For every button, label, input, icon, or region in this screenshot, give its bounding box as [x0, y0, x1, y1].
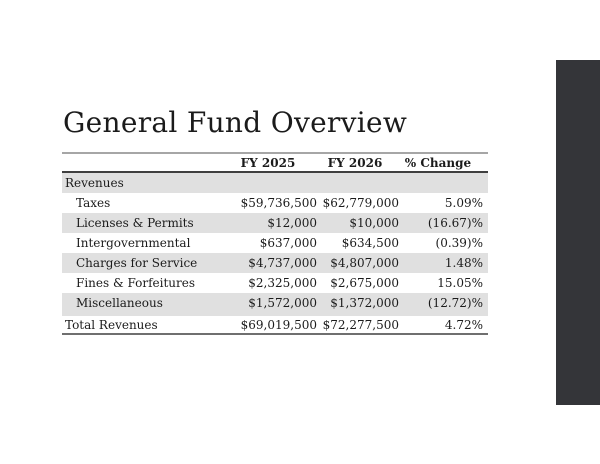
header-change: % Change — [404, 155, 472, 170]
row-label: Miscellaneous — [76, 296, 163, 310]
slide-title: General Fund Overview — [63, 106, 408, 139]
cell-fy2025: $637,000 — [259, 236, 317, 250]
cell-fy2026: $62,779,000 — [322, 196, 399, 210]
cell-change: (0.39)% — [435, 236, 483, 250]
row-label: Total Revenues — [65, 317, 158, 332]
row-label: Revenues — [65, 176, 124, 190]
cell-fy2026: $634,500 — [341, 236, 399, 250]
accent-bar — [556, 60, 600, 405]
table-row-total-revenues: Total Revenues $69,019,500 $72,277,500 4.72… — [62, 316, 488, 333]
table-row-licenses-permits: Licenses & Permits $12,000 $10,000 (16.67)% — [62, 213, 488, 233]
cell-change: (12.72)% — [427, 296, 483, 310]
cell-fy2025: $59,736,500 — [240, 196, 317, 210]
cell-fy2025: $2,325,000 — [248, 276, 317, 290]
cell-fy2026: $2,675,000 — [330, 276, 399, 290]
cell-fy2025: $1,572,000 — [248, 296, 317, 310]
cell-fy2025: $12,000 — [267, 216, 317, 230]
table-row-revenues: Revenues — [62, 173, 488, 193]
header-fy2025: FY 2025 — [240, 155, 296, 170]
row-label: Charges for Service — [76, 256, 198, 270]
cell-fy2025: $4,737,000 — [248, 256, 317, 270]
cell-fy2026: $4,807,000 — [330, 256, 399, 270]
cell-change: 5.09% — [444, 196, 483, 210]
table-row-intergovernmental: Intergovernmental $637,000 $634,500 (0.39)% — [62, 233, 488, 253]
cell-fy2025: $69,019,500 — [240, 317, 317, 332]
row-label: Fines & Forfeitures — [76, 276, 196, 290]
cell-change: 4.72% — [444, 317, 483, 332]
table-row-fines-forfeitures: Fines & Forfeitures $2,325,000 $2,675,000 1… — [62, 273, 488, 293]
row-label: Licenses & Permits — [76, 216, 194, 230]
table-header-row: FY 2025 FY 2026 % Change — [62, 154, 488, 173]
header-fy2026: FY 2026 — [327, 155, 383, 170]
table-row-miscellaneous: Miscellaneous $1,572,000 $1,372,000 (12.72)… — [62, 293, 488, 313]
cell-change: 1.48% — [444, 256, 483, 270]
table-row-taxes: Taxes $59,736,500 $62,779,000 5.09% — [62, 193, 488, 213]
table-row-charges-for-service: Charges for Service $4,737,000 $4,807,000 1… — [62, 253, 488, 273]
cell-fy2026: $1,372,000 — [330, 296, 399, 310]
cell-fy2026: $72,277,500 — [322, 317, 399, 332]
table-body: Revenues Taxes $59,736,500 $62,779,000 5.09%… — [62, 173, 488, 333]
revenue-table: FY 2025 FY 2026 % Change Revenues Taxes $5… — [62, 152, 488, 335]
cell-change: 15.05% — [437, 276, 483, 290]
table-row-spacer — [62, 313, 488, 316]
cell-change: (16.67)% — [427, 216, 483, 230]
row-label: Intergovernmental — [76, 236, 191, 250]
cell-fy2026: $10,000 — [349, 216, 399, 230]
row-label: Taxes — [76, 196, 111, 210]
